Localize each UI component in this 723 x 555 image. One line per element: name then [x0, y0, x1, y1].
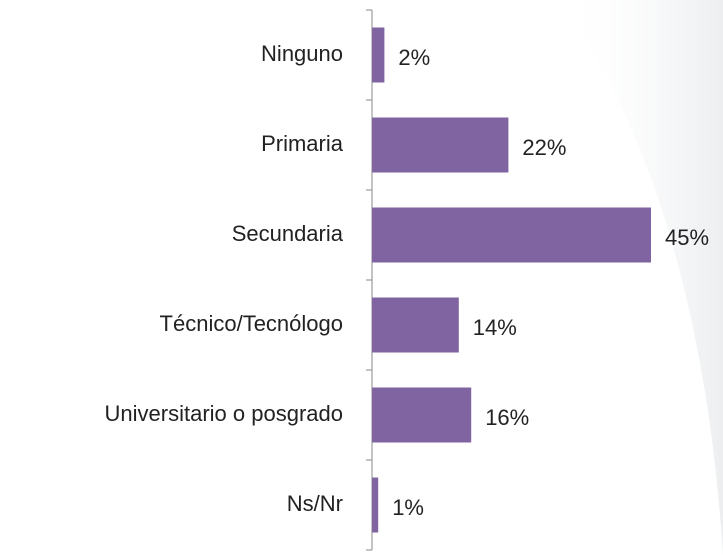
bar [372, 297, 459, 353]
value-label: 16% [485, 405, 529, 430]
category-label: Secundaria [232, 221, 344, 246]
bar [372, 207, 651, 263]
category-label: Ninguno [261, 41, 343, 66]
category-label: Universitario o posgrado [105, 401, 343, 426]
value-label: 2% [398, 45, 430, 70]
background-swoosh [560, 0, 723, 555]
category-label: Primaria [261, 131, 344, 156]
value-label: 45% [665, 225, 709, 250]
value-label: 22% [522, 135, 566, 160]
value-label: 1% [392, 495, 424, 520]
category-label: Ns/Nr [287, 491, 343, 516]
value-label: 14% [473, 315, 517, 340]
bar [372, 117, 509, 173]
bar [372, 27, 385, 83]
bar [372, 477, 379, 533]
bar [372, 387, 472, 443]
category-label: Técnico/Tecnólogo [160, 311, 343, 336]
